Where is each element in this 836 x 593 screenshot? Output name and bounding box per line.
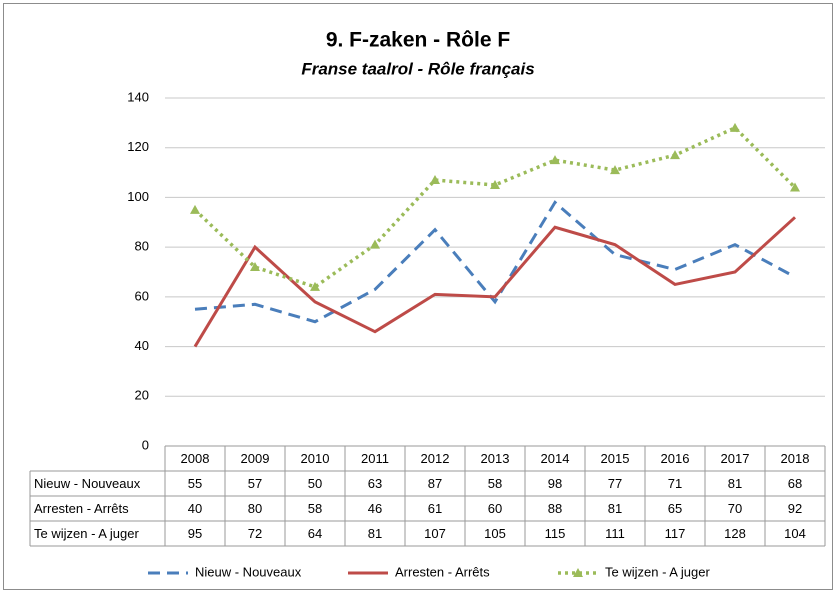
table-cell: 105 bbox=[484, 526, 506, 541]
table-cell: 77 bbox=[608, 476, 622, 491]
y-tick-label: 80 bbox=[135, 239, 149, 254]
table-cell: 117 bbox=[665, 526, 686, 541]
table-cell: 104 bbox=[784, 526, 806, 541]
point-marker bbox=[670, 150, 680, 160]
table-cell: 64 bbox=[308, 526, 322, 541]
table-cell: 60 bbox=[488, 501, 502, 516]
legend-label: Arresten - Arrêts bbox=[395, 564, 490, 579]
table-cell: 81 bbox=[368, 526, 382, 541]
legend-marker bbox=[573, 568, 583, 577]
table-cell: 40 bbox=[188, 501, 202, 516]
table-cell: 88 bbox=[548, 501, 562, 516]
table-cell: 128 bbox=[724, 526, 746, 541]
y-tick-label: 60 bbox=[135, 288, 149, 303]
point-marker bbox=[430, 175, 440, 185]
table-cell: 46 bbox=[368, 501, 382, 516]
point-marker bbox=[250, 262, 260, 272]
point-marker bbox=[610, 165, 620, 175]
y-tick-label: 120 bbox=[127, 139, 149, 154]
x-tick-label: 2008 bbox=[181, 451, 210, 466]
table-cell: 81 bbox=[728, 476, 742, 491]
series-line bbox=[193, 216, 797, 348]
table-cell: 92 bbox=[788, 501, 802, 516]
table-row-label: Te wijzen - A juger bbox=[34, 526, 139, 541]
legend-label: Nieuw - Nouveaux bbox=[195, 564, 302, 579]
x-tick-label: 2018 bbox=[781, 451, 810, 466]
point-marker bbox=[490, 180, 500, 189]
chart-title: 9. F-zaken - Rôle F bbox=[326, 29, 511, 52]
point-marker bbox=[550, 155, 560, 165]
y-tick-label: 40 bbox=[135, 338, 149, 353]
table-cell: 61 bbox=[428, 501, 442, 516]
table-cell: 107 bbox=[424, 526, 446, 541]
x-tick-label: 2011 bbox=[361, 451, 389, 466]
y-tick-label: 100 bbox=[127, 189, 149, 204]
point-marker bbox=[730, 122, 740, 132]
table-cell: 58 bbox=[488, 476, 502, 491]
table-cell: 95 bbox=[188, 526, 202, 541]
table-cell: 111 bbox=[605, 526, 625, 541]
point-marker bbox=[310, 281, 320, 291]
table-row-label: Arresten - Arrêts bbox=[34, 501, 129, 516]
table-cell: 72 bbox=[248, 526, 262, 541]
table-row-label: Nieuw - Nouveaux bbox=[34, 476, 141, 491]
point-marker bbox=[370, 239, 380, 249]
table-cell: 81 bbox=[608, 501, 622, 516]
table-cell: 71 bbox=[668, 476, 682, 491]
y-tick-label: 20 bbox=[135, 388, 149, 403]
x-tick-label: 2017 bbox=[721, 451, 750, 466]
point-marker bbox=[790, 182, 800, 192]
table-cell: 57 bbox=[248, 476, 262, 491]
legend-label: Te wijzen - A juger bbox=[605, 564, 710, 579]
chart-subtitle: Franse taalrol - Rôle français bbox=[301, 59, 534, 78]
table-cell: 87 bbox=[428, 476, 442, 491]
table-cell: 65 bbox=[668, 501, 682, 516]
x-tick-label: 2009 bbox=[241, 451, 270, 466]
series-line bbox=[194, 200, 796, 324]
table-cell: 68 bbox=[788, 476, 802, 491]
y-tick-label: 0 bbox=[142, 437, 149, 452]
x-tick-label: 2015 bbox=[601, 451, 630, 466]
point-marker bbox=[190, 204, 200, 214]
table-cell: 115 bbox=[545, 526, 566, 541]
table-cell: 58 bbox=[308, 501, 322, 516]
x-tick-label: 2014 bbox=[541, 451, 570, 466]
table-cell: 80 bbox=[248, 501, 262, 516]
table-cell: 98 bbox=[548, 476, 562, 491]
table-cell: 63 bbox=[368, 476, 382, 491]
x-tick-label: 2016 bbox=[661, 451, 690, 466]
table-cell: 70 bbox=[728, 501, 742, 516]
table-cell: 50 bbox=[308, 476, 322, 491]
x-tick-label: 2013 bbox=[481, 451, 510, 466]
table-cell: 55 bbox=[188, 476, 202, 491]
x-tick-label: 2010 bbox=[301, 451, 330, 466]
x-tick-label: 2012 bbox=[421, 451, 450, 466]
y-tick-label: 140 bbox=[127, 89, 149, 104]
